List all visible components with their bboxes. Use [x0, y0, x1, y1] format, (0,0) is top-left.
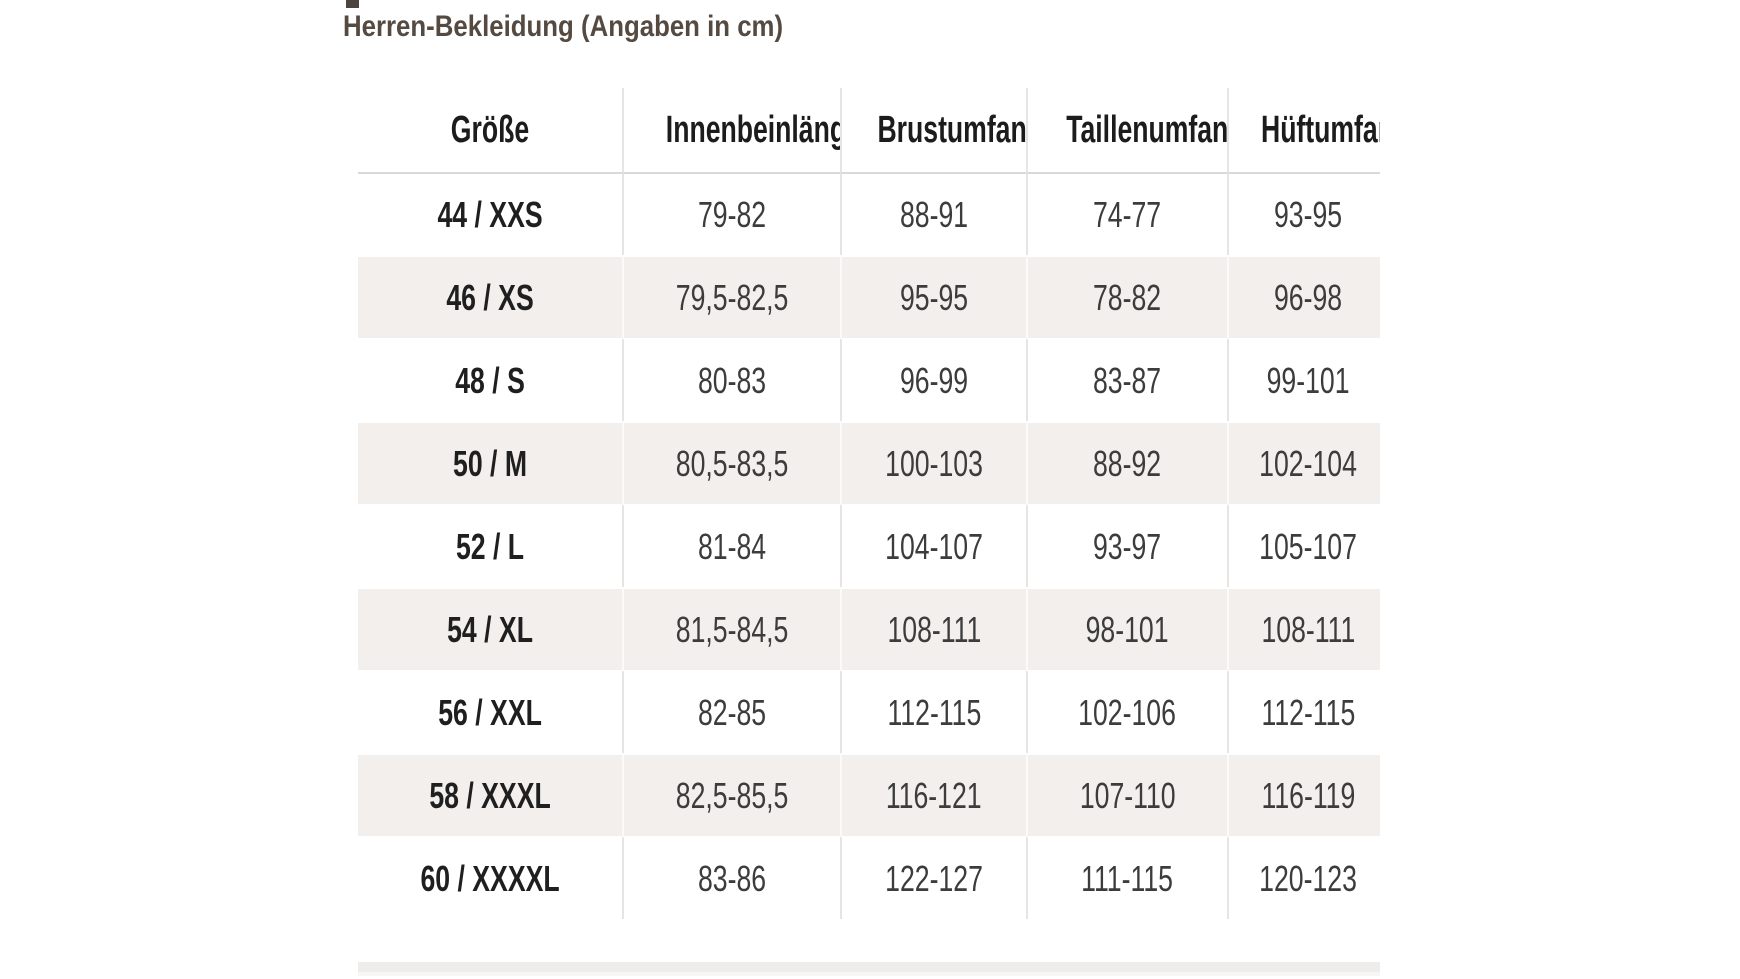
- value-cell: 88-91: [840, 174, 1026, 255]
- size-table: Größe Innenbeinlänge Brustumfang Taillen…: [358, 88, 1380, 919]
- size-cell: 52 / L: [358, 504, 622, 587]
- size-cell: 48 / S: [358, 338, 622, 421]
- value-cell: 82-85: [622, 670, 840, 753]
- value-cell: 108-111: [1227, 587, 1380, 670]
- value-cell: 93-95: [1227, 174, 1380, 255]
- size-cell: 56 / XXL: [358, 670, 622, 753]
- value-cell: 74-77: [1026, 174, 1227, 255]
- table-row: 46 / XS 79,5-82,5 95-95 78-82 96-98: [358, 255, 1380, 338]
- value-cell: 83-87: [1026, 338, 1227, 421]
- value-cell: 80,5-83,5: [622, 421, 840, 504]
- value-cell: 120-123: [1227, 836, 1380, 919]
- page-title-text: Herren-Bekleidung (Angaben in cm): [343, 10, 784, 43]
- value-cell: 102-104: [1227, 421, 1380, 504]
- column-header-innenbeinlaenge: Innenbeinlänge: [622, 88, 840, 174]
- size-cell: 58 / XXXL: [358, 753, 622, 836]
- column-header-groesse: Größe: [358, 88, 622, 174]
- column-header-brustumfang: Brustumfang: [840, 88, 1026, 174]
- table-row: 56 / XXL 82-85 112-115 102-106 112-115: [358, 670, 1380, 753]
- page-title: Herren-Bekleidung (Angaben in cm): [343, 10, 855, 43]
- value-cell: 88-92: [1026, 421, 1227, 504]
- table-row: 44 / XXS 79-82 88-91 74-77 93-95: [358, 174, 1380, 255]
- value-cell: 98-101: [1026, 587, 1227, 670]
- value-cell: 112-115: [840, 670, 1026, 753]
- clipped-element-fragment: [346, 0, 359, 8]
- value-cell: 80-83: [622, 338, 840, 421]
- value-cell: 107-110: [1026, 753, 1227, 836]
- value-cell: 82,5-85,5: [622, 753, 840, 836]
- table-row: 58 / XXXL 82,5-85,5 116-121 107-110 116-…: [358, 753, 1380, 836]
- table-row: 48 / S 80-83 96-99 83-87 99-101: [358, 338, 1380, 421]
- value-cell: 108-111: [840, 587, 1026, 670]
- size-cell: 60 / XXXXL: [358, 836, 622, 919]
- value-cell: 100-103: [840, 421, 1026, 504]
- value-cell: 83-86: [622, 836, 840, 919]
- value-cell: 78-82: [1026, 255, 1227, 338]
- value-cell: 93-97: [1026, 504, 1227, 587]
- value-cell: 111-115: [1026, 836, 1227, 919]
- size-cell: 54 / XL: [358, 587, 622, 670]
- value-cell: 102-106: [1026, 670, 1227, 753]
- table-row: 52 / L 81-84 104-107 93-97 105-107: [358, 504, 1380, 587]
- table-row: 50 / M 80,5-83,5 100-103 88-92 102-104: [358, 421, 1380, 504]
- size-cell: 50 / M: [358, 421, 622, 504]
- next-section-clipped-row: [358, 962, 1380, 972]
- value-cell: 81,5-84,5: [622, 587, 840, 670]
- value-cell: 99-101: [1227, 338, 1380, 421]
- value-cell: 122-127: [840, 836, 1026, 919]
- value-cell: 79-82: [622, 174, 840, 255]
- table-row: 54 / XL 81,5-84,5 108-111 98-101 108-111: [358, 587, 1380, 670]
- table-row: 60 / XXXXL 83-86 122-127 111-115 120-123: [358, 836, 1380, 919]
- table-header-row: Größe Innenbeinlänge Brustumfang Taillen…: [358, 88, 1380, 174]
- value-cell: 116-119: [1227, 753, 1380, 836]
- value-cell: 112-115: [1227, 670, 1380, 753]
- value-cell: 104-107: [840, 504, 1026, 587]
- column-header-taillenumfang: Taillenumfang: [1026, 88, 1227, 174]
- size-cell: 46 / XS: [358, 255, 622, 338]
- size-cell: 44 / XXS: [437, 193, 543, 235]
- value-cell: 96-98: [1227, 255, 1380, 338]
- value-cell: 95-95: [840, 255, 1026, 338]
- next-section-clipped-row-edge: [358, 972, 1380, 976]
- value-cell: 116-121: [840, 753, 1026, 836]
- size-table-container: Größe Innenbeinlänge Brustumfang Taillen…: [358, 88, 1380, 921]
- value-cell: 96-99: [840, 338, 1026, 421]
- value-cell: 81-84: [622, 504, 840, 587]
- value-cell: 79,5-82,5: [622, 255, 840, 338]
- value-cell: 105-107: [1227, 504, 1380, 587]
- column-header-hueftumfang: Hüftumfang: [1227, 88, 1380, 174]
